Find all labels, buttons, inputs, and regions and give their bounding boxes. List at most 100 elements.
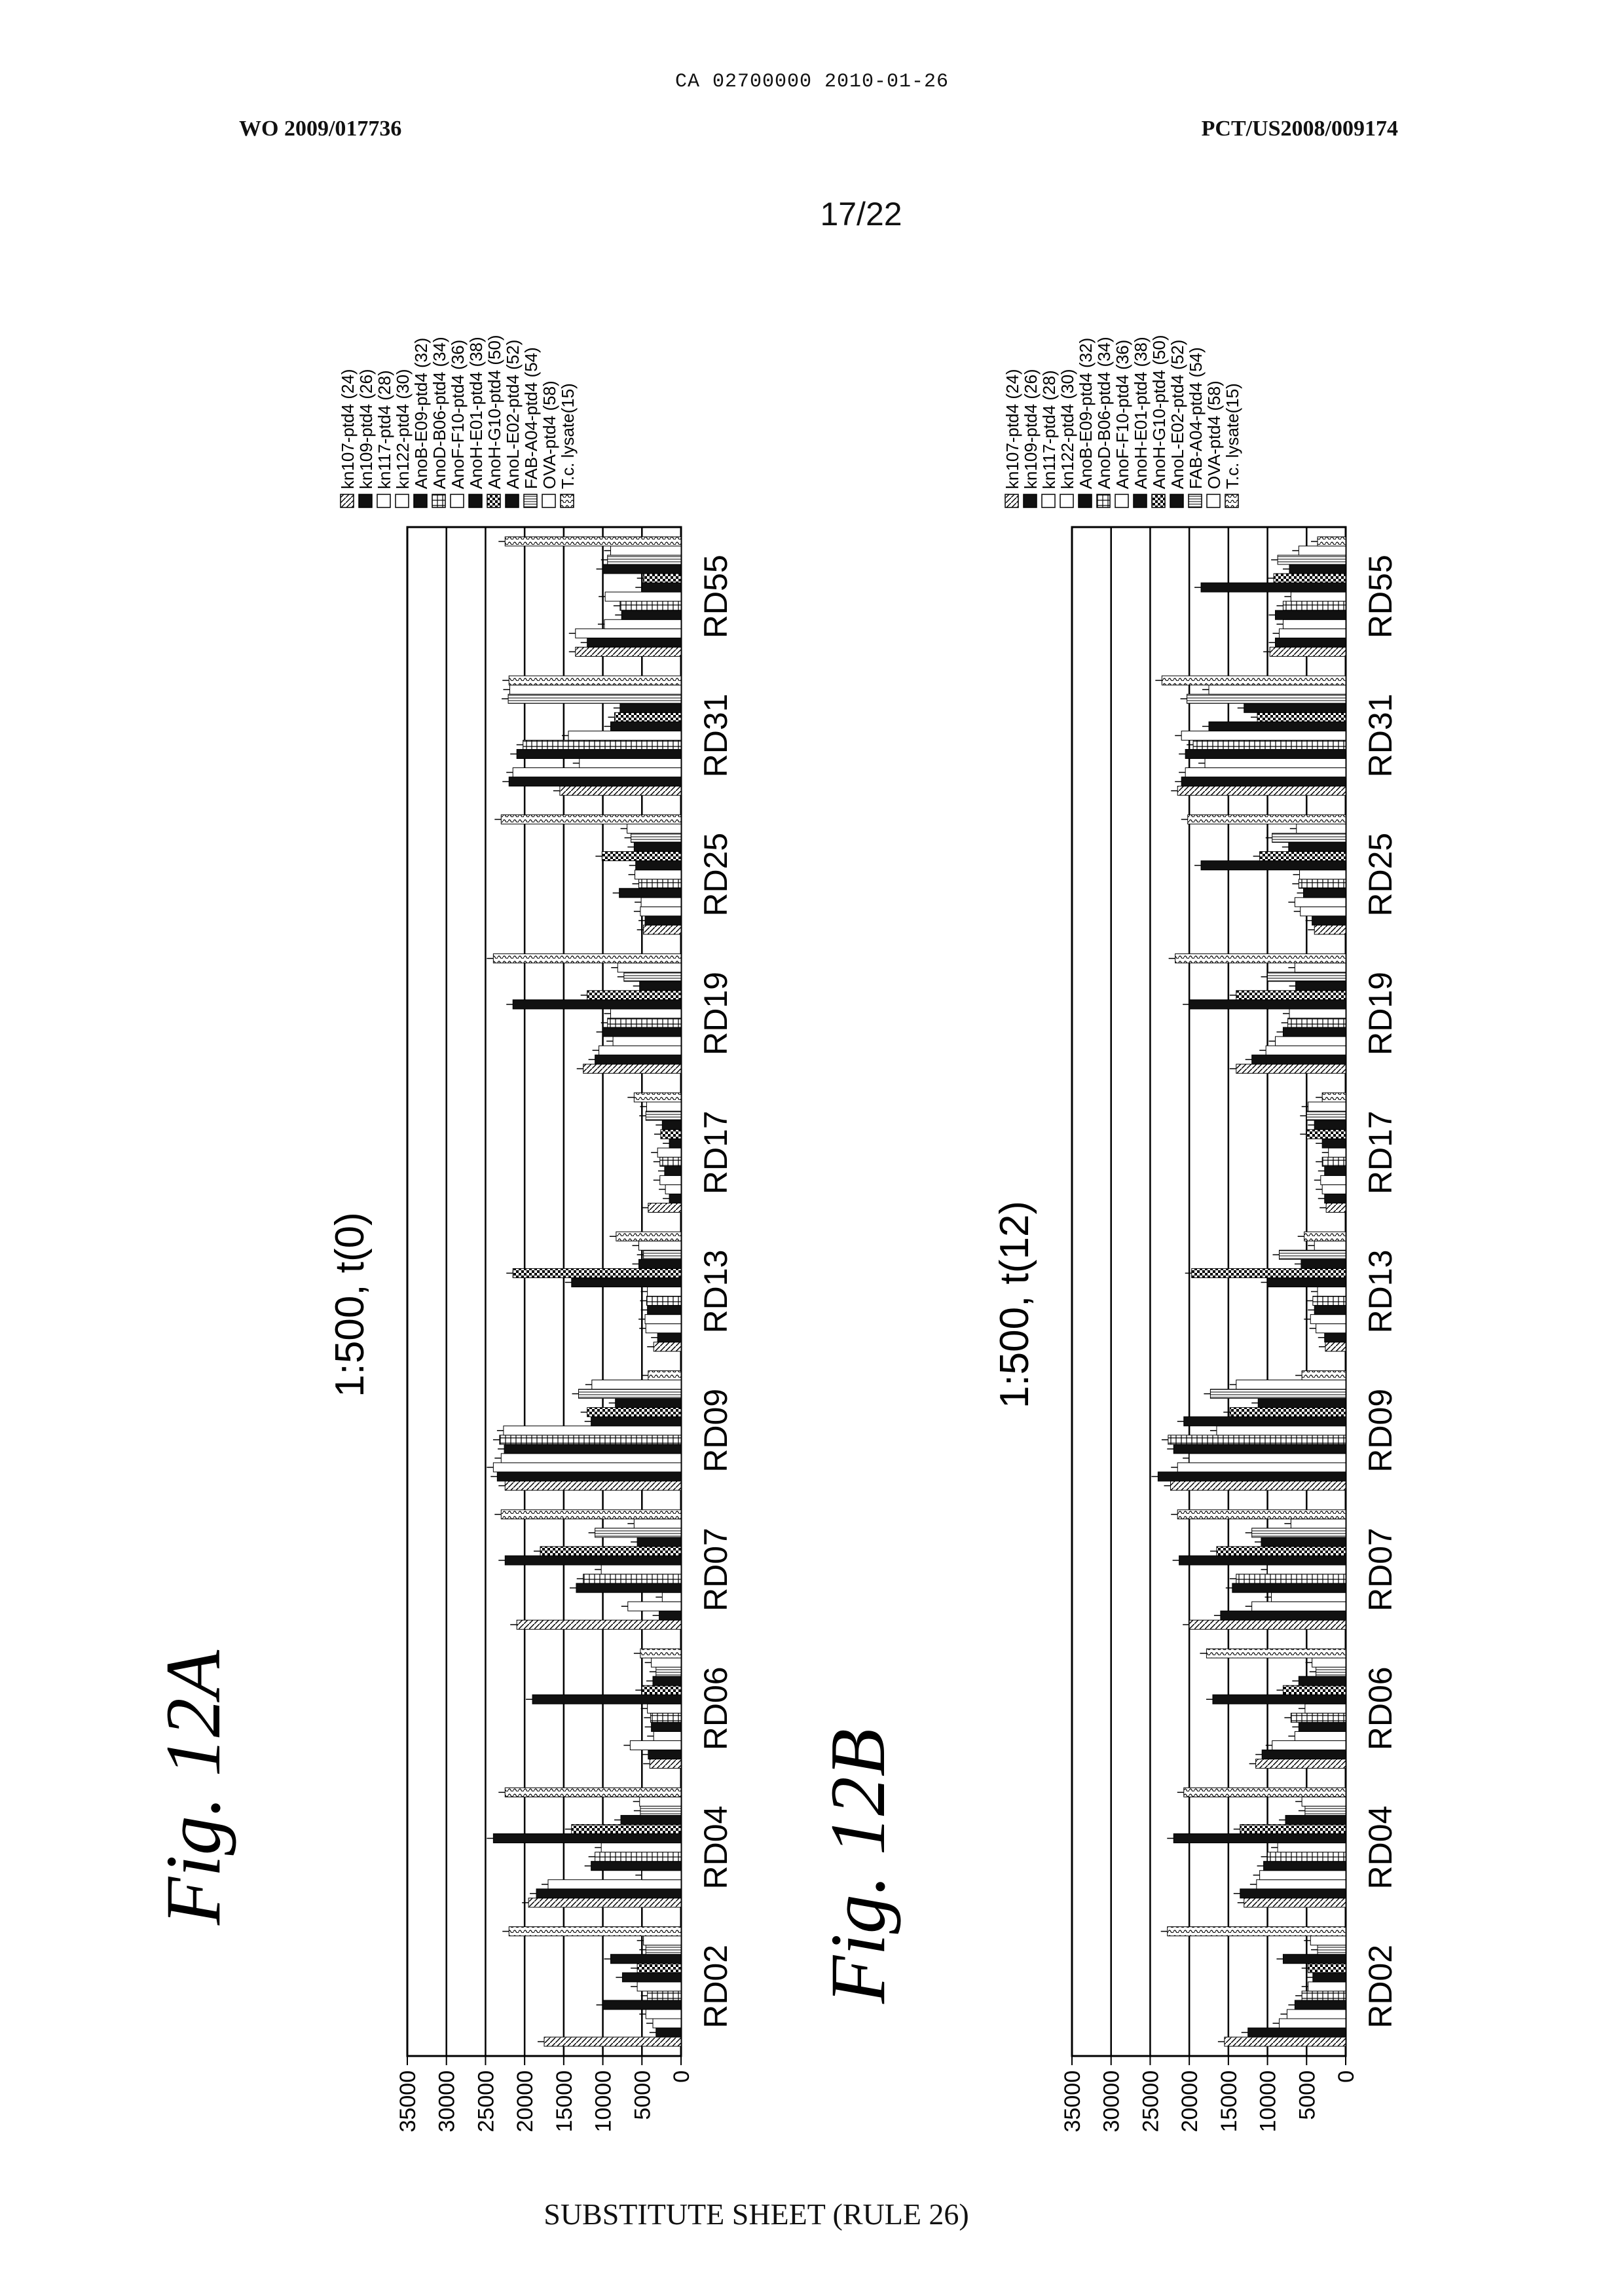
category-label: RD06 [697,1666,734,1750]
bar [1322,1157,1346,1166]
bar [648,1370,681,1380]
category-label: RD09 [1362,1389,1399,1473]
bar [646,1324,681,1333]
bar [1314,1241,1346,1250]
bar [1185,749,1346,758]
bar [1283,619,1346,629]
bar [504,1426,681,1435]
bar [505,1481,681,1490]
bar [1299,546,1346,555]
bar [1173,1444,1346,1454]
y-tick-label: 30000 [435,2070,460,2133]
bar [1181,777,1346,786]
bar [583,1064,681,1073]
bar [1268,1565,1346,1574]
category-label: RD25 [697,833,734,917]
bar [1310,1936,1346,1945]
bar [1299,1722,1346,1731]
bar [616,1399,681,1408]
bar [1304,889,1346,898]
bar [1305,1806,1346,1815]
bar [517,1620,681,1629]
bar [1278,555,1346,564]
bar [1288,1018,1346,1027]
bar [621,1815,681,1824]
bar [1283,1955,1346,1964]
y-tick-label: 10000 [591,2070,616,2133]
bar [1272,1592,1346,1602]
bar [1276,1037,1346,1046]
bar [1181,731,1346,740]
bar [1321,1175,1346,1184]
category-label: RD04 [1362,1806,1399,1890]
bar [595,1852,681,1862]
bar [1189,1000,1346,1009]
legend-swatch [1060,494,1073,507]
bar [1268,1852,1346,1862]
bar [1262,1750,1346,1759]
legend-swatch [1189,494,1202,507]
legend-swatch [1115,494,1128,507]
category-label: RD55 [697,555,734,638]
bar [1296,982,1346,991]
category-label: RD13 [697,1250,734,1334]
bar [630,1740,681,1750]
bar [1302,1797,1346,1806]
bar [580,759,681,768]
legend-swatch [1097,494,1110,507]
bar [1168,1435,1346,1444]
bar [639,1259,681,1268]
bar [1240,1889,1346,1898]
legend-label: kn107-ptd4 (24) [1003,369,1022,489]
bar [1276,638,1346,647]
bar [646,1945,681,1955]
bar [1308,1982,1346,1991]
bar [1209,722,1346,731]
bar [1179,1556,1346,1565]
bar [1314,1306,1346,1315]
bar [508,694,681,703]
bar [1170,1481,1346,1490]
bar [1252,1602,1346,1611]
legend-label: AnoF-F10-ptd4 (36) [448,340,468,489]
bar [628,1602,681,1611]
bar [644,1250,681,1259]
bar [591,1417,681,1426]
y-tick-label: 0 [1334,2070,1359,2083]
y-tick-label: 5000 [630,2070,655,2120]
bar [660,1175,681,1184]
legend-swatch [377,494,390,507]
bar [1295,2000,1346,2010]
legend-label: kn109-ptd4 (26) [1021,369,1041,489]
bar [1260,1871,1346,1880]
bar [532,1695,681,1704]
bar [645,916,681,925]
bar [1302,1370,1346,1380]
bar [657,1333,681,1342]
bar [1278,1843,1346,1852]
bar [1189,1620,1346,1629]
bar [662,1592,681,1602]
bar [501,1510,681,1519]
legend-label: T.c. lysate(15) [1223,383,1242,489]
bar [1201,861,1346,870]
bar [1326,1203,1346,1212]
bar [587,1408,681,1417]
legend-label: kn107-ptd4 (24) [338,369,358,489]
legend-swatch [1170,494,1183,507]
legend-label: kn109-ptd4 (26) [356,369,376,489]
bar [635,870,681,879]
legend-label: AnoH-G10-ptd4 (50) [485,335,504,489]
bar [661,1129,681,1139]
bar [624,972,681,982]
category-label: RD25 [1362,833,1399,917]
bar [1240,1824,1346,1833]
bar [1244,703,1346,712]
bar [1302,1991,1346,2000]
bar [654,1342,681,1351]
bar [544,2037,681,2046]
bar [648,1203,681,1212]
bar [611,546,681,555]
bar [656,2028,681,2037]
bar [517,749,681,758]
